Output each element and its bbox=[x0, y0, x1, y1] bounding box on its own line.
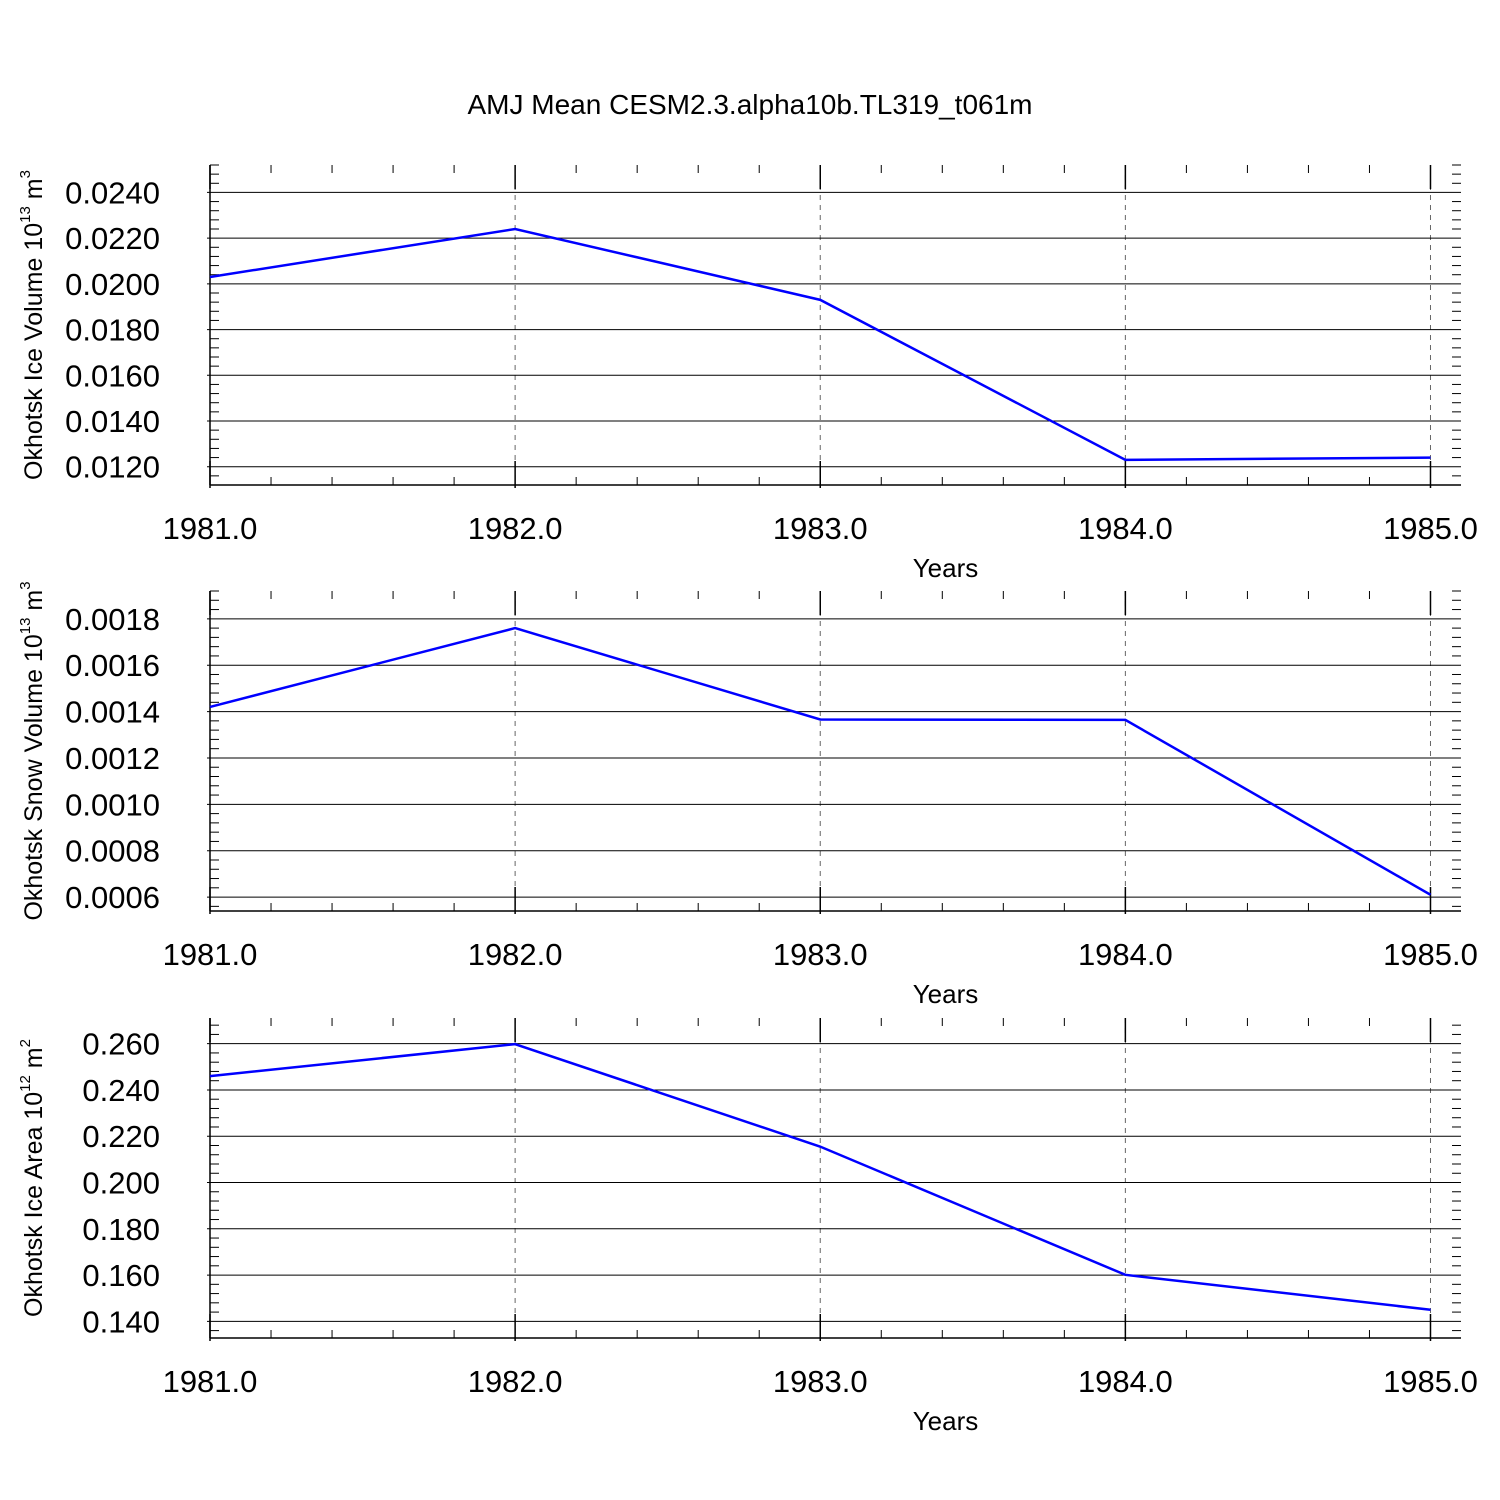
y-tick-label: 0.0160 bbox=[65, 358, 160, 393]
x-tick-label: 1984.0 bbox=[1078, 937, 1173, 972]
y-tick-label: 0.240 bbox=[82, 1073, 160, 1108]
y-axis-label-text: Okhotsk Ice Area 10 bbox=[20, 1092, 48, 1317]
y-axis-label: Okhotsk Ice Volume 1013 m3 bbox=[17, 170, 48, 480]
y-axis-label-unit-exponent: 3 bbox=[17, 170, 34, 178]
x-tick-label: 1981.0 bbox=[163, 937, 258, 972]
y-axis-label-unit: m bbox=[20, 178, 48, 206]
x-tick-label: 1983.0 bbox=[773, 937, 868, 972]
y-axis-label-text: Okhotsk Snow Volume 10 bbox=[20, 634, 48, 920]
y-tick-label: 0.0006 bbox=[65, 880, 160, 915]
x-tick-label: 1985.0 bbox=[1383, 937, 1478, 972]
panel-1: 1981.0 1982.0 1983.0 1984.0 1985.0 0.0120 0.01… bbox=[17, 164, 1478, 583]
x-tick-label: 1985.0 bbox=[1383, 1364, 1478, 1399]
x-tick-label: 1982.0 bbox=[468, 1364, 563, 1399]
x-tick-label: 1981.0 bbox=[163, 511, 258, 546]
y-axis-label-exponent: 12 bbox=[17, 1075, 34, 1092]
y-tick-label: 0.0240 bbox=[65, 175, 160, 210]
y-axis-label-unit-exponent: 2 bbox=[17, 1039, 34, 1047]
y-axis-label: Okhotsk Ice Area 1012 m2 bbox=[17, 1039, 48, 1317]
y-tick-label: 0.140 bbox=[82, 1304, 160, 1339]
x-tick-label: 1984.0 bbox=[1078, 511, 1173, 546]
y-axis-label-unit-exponent: 3 bbox=[17, 581, 34, 589]
x-axis-label: Years bbox=[913, 1406, 979, 1436]
y-tick-label: 0.0014 bbox=[65, 695, 160, 730]
y-tick-label: 0.0220 bbox=[65, 221, 160, 256]
x-tick-label: 1984.0 bbox=[1078, 1364, 1173, 1399]
y-tick-label: 0.0012 bbox=[65, 741, 160, 776]
y-tick-label: 0.0180 bbox=[65, 313, 160, 348]
x-tick-label: 1982.0 bbox=[468, 511, 563, 546]
x-tick-label: 1982.0 bbox=[468, 937, 563, 972]
y-tick-label: 0.180 bbox=[82, 1212, 160, 1247]
panels: 1981.0 1982.0 1983.0 1984.0 1985.0 0.0120 0.01… bbox=[17, 164, 1478, 1436]
x-axis-label: Years bbox=[913, 979, 979, 1009]
x-tick-label: 1983.0 bbox=[773, 511, 868, 546]
panel-3: 1981.0 1982.0 1983.0 1984.0 1985.0 0.140 0.160… bbox=[17, 1018, 1478, 1436]
y-axis-label-exponent: 13 bbox=[17, 206, 34, 223]
figure-title: AMJ Mean CESM2.3.alpha10b.TL319_t061m bbox=[468, 89, 1033, 120]
y-axis-label-text: Okhotsk Ice Volume 10 bbox=[20, 223, 48, 480]
y-tick-label: 0.220 bbox=[82, 1119, 160, 1154]
y-tick-label: 0.0010 bbox=[65, 787, 160, 822]
y-tick-label: 0.0018 bbox=[65, 602, 160, 637]
y-tick-label: 0.260 bbox=[82, 1027, 160, 1062]
x-tick-label: 1985.0 bbox=[1383, 511, 1478, 546]
y-tick-label: 0.0120 bbox=[65, 450, 160, 485]
y-axis-label-unit: m bbox=[20, 590, 48, 618]
y-tick-label: 0.0140 bbox=[65, 404, 160, 439]
y-tick-label: 0.0016 bbox=[65, 648, 160, 683]
x-axis-label: Years bbox=[913, 553, 979, 583]
x-tick-label: 1983.0 bbox=[773, 1364, 868, 1399]
y-tick-label: 0.0200 bbox=[65, 267, 160, 302]
y-tick-label: 0.0008 bbox=[65, 834, 160, 869]
y-tick-label: 0.160 bbox=[82, 1258, 160, 1293]
y-axis-label-unit: m bbox=[20, 1047, 48, 1075]
y-tick-label: 0.200 bbox=[82, 1166, 160, 1201]
panel-2: 1981.0 1982.0 1983.0 1984.0 1985.0 0.0006 0.00… bbox=[17, 581, 1478, 1009]
y-axis-label: Okhotsk Snow Volume 1013 m3 bbox=[17, 581, 48, 920]
y-axis-label-exponent: 13 bbox=[17, 618, 34, 635]
x-tick-label: 1981.0 bbox=[163, 1364, 258, 1399]
